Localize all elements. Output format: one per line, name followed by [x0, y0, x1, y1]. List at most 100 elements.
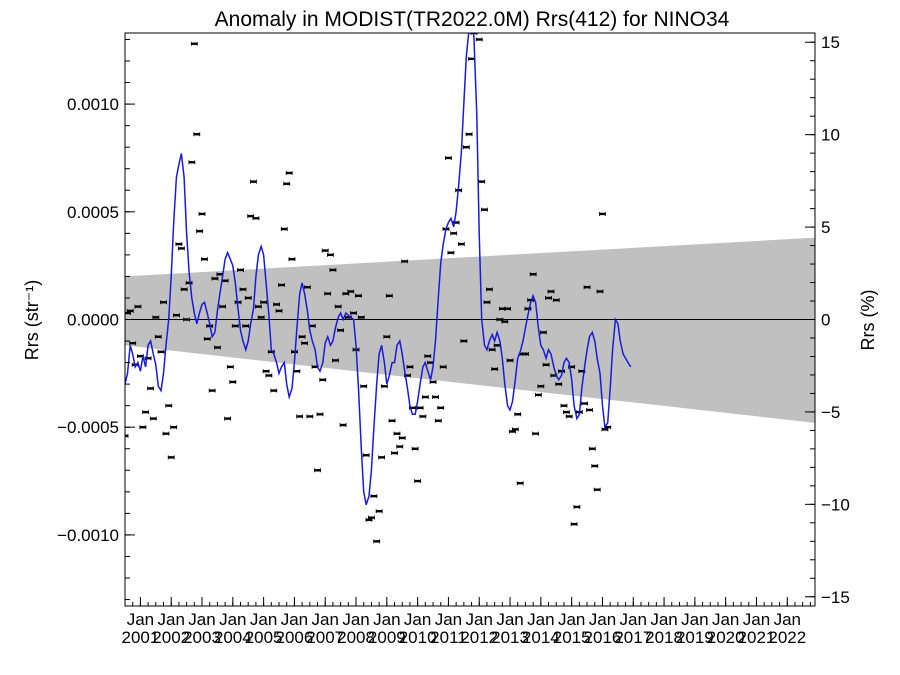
- data-point: [393, 431, 401, 436]
- data-point: [534, 392, 542, 397]
- x-tick-year-label: 2002: [152, 628, 190, 647]
- data-point: [357, 315, 365, 320]
- data-point: [126, 308, 134, 313]
- y-right-tick-label: 0: [821, 311, 830, 330]
- data-point: [491, 367, 499, 372]
- data-point: [599, 211, 606, 216]
- data-point: [375, 509, 383, 514]
- data-point: [560, 403, 568, 408]
- data-point: [134, 304, 142, 309]
- data-point: [432, 395, 439, 400]
- data-point: [203, 336, 211, 341]
- data-point: [152, 315, 160, 320]
- data-point: [504, 306, 511, 311]
- data-point: [211, 276, 219, 281]
- x-tick-year-label: 2021: [738, 628, 776, 647]
- data-point: [157, 349, 165, 354]
- data-point: [278, 283, 285, 288]
- data-point: [532, 431, 540, 436]
- data-point: [506, 358, 514, 363]
- x-tick-month-label: Jan: [435, 610, 462, 629]
- x-tick-year-label: 2008: [337, 628, 375, 647]
- data-point: [201, 257, 208, 262]
- x-tick-year-label: 2010: [399, 628, 437, 647]
- data-point: [462, 145, 470, 150]
- data-point: [226, 364, 234, 369]
- data-point: [293, 369, 301, 374]
- data-point: [545, 295, 552, 300]
- y-right-tick-label: 5: [821, 218, 830, 237]
- data-point: [149, 416, 157, 421]
- data-point: [183, 317, 191, 322]
- data-point: [198, 211, 206, 216]
- data-point: [516, 481, 524, 486]
- x-tick-year-label: 2014: [522, 628, 560, 647]
- x-tick-year-label: 2016: [584, 628, 622, 647]
- y-left-tick-label: 0.0000: [67, 311, 119, 330]
- data-point: [547, 289, 555, 294]
- data-point: [347, 289, 355, 294]
- data-point: [239, 287, 247, 292]
- data-point: [329, 267, 337, 272]
- data-point: [570, 522, 578, 527]
- x-tick-year-label: 2015: [553, 628, 591, 647]
- data-point: [470, 33, 478, 35]
- x-tick-month-label: Jan: [373, 610, 400, 629]
- x-tick-year-label: 2005: [245, 628, 283, 647]
- data-point: [334, 304, 342, 309]
- data-point: [237, 267, 244, 272]
- data-point: [539, 330, 547, 335]
- data-point: [219, 304, 227, 309]
- x-tick-month-label: Jan: [743, 610, 770, 629]
- data-point: [437, 405, 445, 410]
- data-point: [331, 358, 339, 363]
- data-point: [380, 384, 388, 389]
- data-point: [355, 293, 362, 298]
- x-tick-year-label: 2011: [430, 628, 467, 647]
- data-point: [511, 427, 519, 432]
- data-point: [419, 414, 427, 419]
- data-point: [262, 369, 270, 374]
- x-tick-month-label: Jan: [188, 610, 215, 629]
- y-left-tick-label: 0.0010: [67, 95, 119, 114]
- confidence-band: [125, 237, 815, 423]
- data-point: [185, 280, 193, 285]
- x-tick-month-label: Jan: [650, 610, 677, 629]
- x-tick-year-label: 2019: [676, 628, 714, 647]
- data-point: [581, 401, 588, 406]
- data-point: [196, 229, 203, 234]
- data-point: [411, 446, 419, 451]
- data-point: [396, 444, 404, 449]
- data-point: [254, 304, 262, 309]
- data-point: [573, 504, 581, 509]
- data-point: [468, 56, 475, 61]
- y-right-tick-label: −10: [821, 495, 850, 514]
- data-point: [350, 311, 357, 316]
- data-point: [270, 388, 278, 393]
- data-point: [552, 298, 560, 303]
- data-point: [162, 431, 170, 436]
- data-point: [147, 386, 154, 391]
- x-tick-year-label: 2003: [183, 628, 221, 647]
- y-right-tick-label: −5: [821, 403, 840, 422]
- data-point: [190, 41, 198, 46]
- data-point: [193, 132, 201, 137]
- data-point: [177, 246, 185, 251]
- data-point: [391, 451, 398, 456]
- x-tick-month-label: Jan: [281, 610, 308, 629]
- data-point: [273, 302, 280, 307]
- data-point: [298, 334, 306, 339]
- x-tick-year-label: 2022: [768, 628, 806, 647]
- y-right-tick-label: 10: [821, 126, 840, 145]
- data-point: [488, 347, 496, 352]
- data-point: [416, 405, 424, 410]
- data-point: [180, 287, 188, 292]
- data-point: [231, 323, 239, 328]
- x-tick-year-label: 2012: [460, 628, 498, 647]
- x-tick-month-label: Jan: [157, 610, 184, 629]
- data-point: [542, 362, 550, 367]
- data-point: [373, 539, 381, 544]
- data-point: [285, 171, 293, 176]
- data-point: [593, 487, 601, 492]
